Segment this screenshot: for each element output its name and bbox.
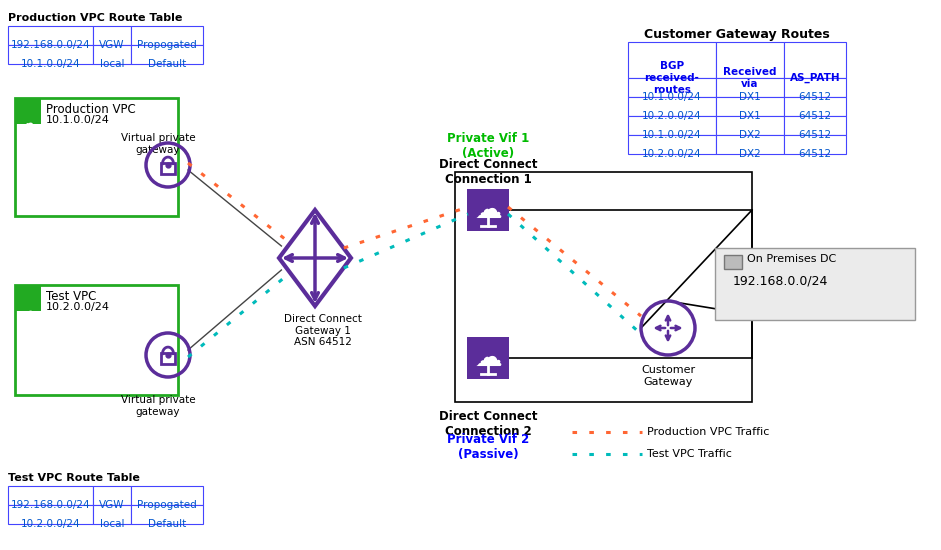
Text: 192.168.0.0/24: 192.168.0.0/24 [10,40,90,50]
FancyBboxPatch shape [724,255,742,269]
Text: 64512: 64512 [798,92,832,102]
FancyBboxPatch shape [161,163,175,174]
Text: 64512: 64512 [798,130,832,140]
FancyBboxPatch shape [628,135,716,154]
FancyBboxPatch shape [8,45,93,64]
Text: Direct Connect
Connection 2: Direct Connect Connection 2 [439,410,537,438]
Text: DX2: DX2 [739,130,761,140]
FancyBboxPatch shape [715,248,915,320]
Text: local: local [100,519,124,529]
Text: DX2: DX2 [739,149,761,159]
FancyBboxPatch shape [15,285,41,311]
Text: VGW: VGW [99,40,125,50]
FancyBboxPatch shape [628,116,716,135]
FancyBboxPatch shape [8,486,93,505]
Text: Private Vif 2
(Passive): Private Vif 2 (Passive) [447,433,529,461]
FancyBboxPatch shape [93,26,131,45]
Text: BGP
received-
routes: BGP received- routes [645,62,699,95]
FancyBboxPatch shape [8,505,93,524]
Text: ☁: ☁ [21,117,36,131]
Text: Customer
Gateway: Customer Gateway [641,365,695,387]
FancyBboxPatch shape [784,42,846,78]
FancyBboxPatch shape [93,45,131,64]
Text: Virtual private
gateway: Virtual private gateway [120,395,196,416]
FancyBboxPatch shape [716,116,784,135]
Text: Propogated: Propogated [137,500,197,510]
Text: 10.1.0.0/24: 10.1.0.0/24 [21,59,80,69]
Text: Production VPC Route Table: Production VPC Route Table [8,13,183,23]
FancyBboxPatch shape [784,135,846,154]
Text: Default: Default [148,519,186,529]
FancyBboxPatch shape [784,116,846,135]
Text: 10.1.0.0/24: 10.1.0.0/24 [642,92,702,102]
FancyBboxPatch shape [15,98,41,124]
FancyBboxPatch shape [628,97,716,116]
Text: 10.1.0.0/24: 10.1.0.0/24 [46,115,110,125]
Text: Direct Connect
Connection 1: Direct Connect Connection 1 [439,158,537,186]
FancyBboxPatch shape [628,42,716,78]
Text: DX1: DX1 [739,92,761,102]
Text: local: local [100,59,124,69]
FancyBboxPatch shape [93,505,131,524]
Text: Received
via: Received via [724,67,776,89]
Text: 10.2.0.0/24: 10.2.0.0/24 [642,111,702,121]
Text: DX1: DX1 [739,111,761,121]
FancyBboxPatch shape [131,505,203,524]
FancyBboxPatch shape [716,135,784,154]
Text: Private Vif 1
(Active): Private Vif 1 (Active) [447,132,529,160]
Text: Customer Gateway Routes: Customer Gateway Routes [645,28,830,41]
FancyBboxPatch shape [15,285,178,395]
Text: ☁: ☁ [21,304,36,318]
Text: ☁: ☁ [474,344,502,372]
FancyBboxPatch shape [93,486,131,505]
Text: Default: Default [148,59,186,69]
Text: Test VPC Traffic: Test VPC Traffic [647,449,732,459]
FancyBboxPatch shape [467,189,509,231]
Text: Test VPC Route Table: Test VPC Route Table [8,473,140,483]
FancyBboxPatch shape [784,78,846,97]
FancyBboxPatch shape [131,486,203,505]
Text: VGW: VGW [99,500,125,510]
Text: 10.1.0.0/24: 10.1.0.0/24 [642,130,702,140]
Text: 10.2.0.0/24: 10.2.0.0/24 [21,519,80,529]
FancyBboxPatch shape [8,26,93,45]
Text: 10.2.0.0/24: 10.2.0.0/24 [46,302,110,312]
FancyBboxPatch shape [716,78,784,97]
Text: On Premises DC: On Premises DC [747,254,837,264]
FancyBboxPatch shape [716,42,784,78]
Text: 64512: 64512 [798,149,832,159]
FancyBboxPatch shape [131,45,203,64]
Text: ☁: ☁ [474,196,502,224]
FancyBboxPatch shape [628,78,716,97]
Text: Production VPC: Production VPC [46,103,136,116]
Text: Propogated: Propogated [137,40,197,50]
Text: 192.168.0.0/24: 192.168.0.0/24 [10,500,90,510]
Text: Direct Connect
Gateway 1
ASN 64512: Direct Connect Gateway 1 ASN 64512 [284,314,362,347]
FancyBboxPatch shape [15,98,178,216]
Text: Test VPC: Test VPC [46,290,96,303]
FancyBboxPatch shape [784,97,846,116]
FancyBboxPatch shape [467,337,509,379]
Text: 64512: 64512 [798,111,832,121]
Text: Production VPC Traffic: Production VPC Traffic [647,427,770,437]
Text: AS_PATH: AS_PATH [789,73,840,83]
Text: 192.168.0.0/24: 192.168.0.0/24 [733,274,828,287]
Text: 10.2.0.0/24: 10.2.0.0/24 [642,149,702,159]
FancyBboxPatch shape [161,353,175,364]
FancyBboxPatch shape [131,26,203,45]
Text: Virtual private
gateway: Virtual private gateway [120,133,196,155]
FancyBboxPatch shape [716,97,784,116]
